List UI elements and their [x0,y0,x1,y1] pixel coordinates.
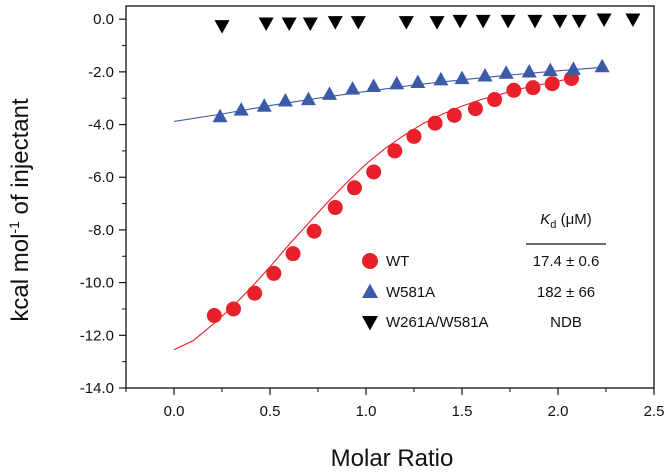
x-tick-label: 0.0 [164,403,185,420]
point-w261a-w581a [527,14,543,29]
point-w261a-w581a [625,13,641,28]
point-wt [266,265,282,281]
point-w261a-w581a [500,14,516,29]
point-wt [366,164,382,180]
y-axis: 0.0 -2.0 -4.0 -6.0 -8.0 -10.0 -12.0 -14.0 [80,11,126,397]
point-wt [327,200,343,216]
point-w581a [233,102,249,116]
y-tick-label: -8.0 [88,222,114,239]
plot-border [125,5,655,389]
y-axis-title: kcal mol-1 of injectant [6,98,34,322]
point-w261a-w581a [281,17,297,31]
point-wt [285,246,301,262]
x-tick-label: 1.0 [356,403,377,420]
point-w581a [322,86,338,100]
point-w261a-w581a [475,14,491,29]
legend-marker-wt [362,253,378,269]
point-w581a [345,81,361,95]
point-w261a-w581a [214,20,230,34]
y-tick-label: -12.0 [80,327,114,344]
point-w581a [498,65,514,79]
plot-frame [125,5,655,389]
point-w581a [565,61,581,75]
legend-label-w581a: W581A [386,284,435,301]
point-w581a [521,63,537,78]
y-axis-title-prefix: kcal mol [7,234,34,322]
kd-header: Kd (μM) [540,211,591,231]
point-wt [427,115,443,131]
point-wt [506,82,522,98]
x-axis-title: Molar Ratio [331,445,454,472]
point-w581a [277,92,293,107]
y-tick-label: -2.0 [88,64,114,81]
y-tick-label: -4.0 [88,117,114,134]
kd-symbol: K [540,211,551,228]
legend-kd-w581a: 182 ± 66 [537,284,595,301]
point-wt [544,76,560,92]
point-w261a-w581a [350,16,366,30]
legend-label-w261a-w581a: W261A/W581A [386,314,489,331]
y-tick-label: -6.0 [88,169,114,186]
point-w581a [594,58,610,73]
point-w581a [212,108,228,123]
point-w261a-w581a [302,17,318,31]
point-w261a-w581a [398,16,414,30]
kd-subscript: d [550,219,556,231]
point-w581a [433,71,449,86]
legend-kd-w261a-w581a: NDB [550,314,582,331]
point-wt [487,92,503,108]
x-tick-label: 0.5 [260,403,281,420]
point-w581a [389,75,405,90]
data-points [206,13,641,324]
point-wt [406,128,422,144]
point-w261a-w581a [571,14,587,29]
point-w261a-w581a [429,16,445,30]
kd-unit: (μM) [556,211,591,228]
point-w581a [454,70,470,85]
point-wt [306,223,322,239]
point-w581a [300,91,316,106]
point-wt [226,301,242,317]
legend-marker-w261a-w581a [362,316,378,331]
y-axis-title-suffix: of injectant [7,98,34,221]
point-w261a-w581a [552,14,568,29]
point-w581a [256,98,272,112]
y-tick-label: -10.0 [80,275,114,292]
legend-kd-wt: 17.4 ± 0.6 [533,253,600,270]
point-wt [387,143,403,159]
point-w261a-w581a [596,13,612,28]
point-w261a-w581a [258,17,274,31]
x-tick-label: 2.0 [548,403,569,420]
point-wt [346,180,362,196]
x-tick-label: 1.5 [452,403,473,420]
point-w581a [477,67,493,82]
y-axis-title-sup: -1 [6,221,22,234]
point-w581a [410,74,426,89]
point-w581a [366,78,382,92]
legend: Kd (μM) WT 17.4 ± 0.6 W581A 182 ± 66 W261A/W… [362,211,606,331]
x-tick-label: 2.5 [644,403,665,420]
y-tick-label: -14.0 [80,380,114,397]
point-w581a [542,62,558,77]
point-wt [467,101,483,117]
point-wt [446,107,462,123]
point-wt [525,80,541,96]
x-axis: 0.0 0.5 1.0 1.5 2.0 2.5 [125,388,665,420]
y-tick-label: 0.0 [93,11,114,28]
point-wt [206,308,222,324]
point-wt [247,285,263,301]
legend-label-wt: WT [386,253,409,270]
legend-marker-w581a [362,283,378,298]
point-w261a-w581a [327,16,343,30]
point-w261a-w581a [452,14,468,29]
